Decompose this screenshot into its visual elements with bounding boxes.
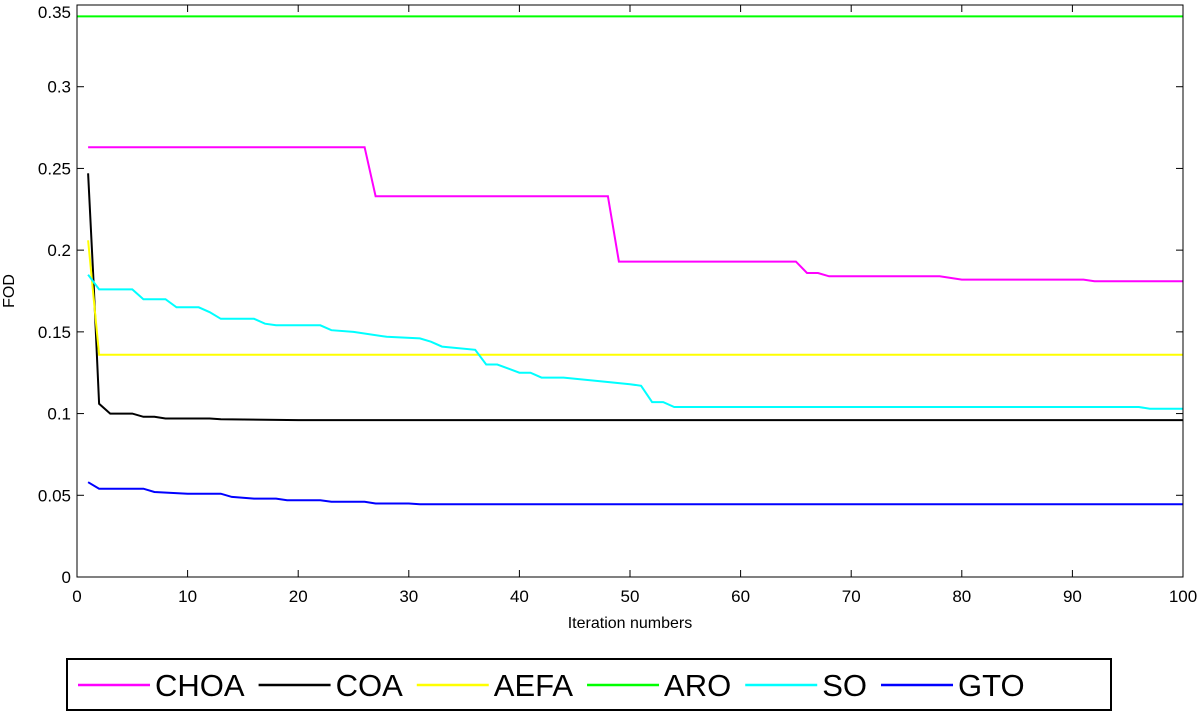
y-axis: 0 0.05 0.1 0.15 0.2 0.25 0.3 0.35	[38, 3, 1183, 587]
y-tick-label: 0.15	[38, 323, 71, 342]
x-tick-label: 0	[72, 587, 81, 606]
x-tick-label: 90	[1063, 587, 1082, 606]
y-tick-label: 0.35	[38, 3, 71, 22]
x-axis-label: Iteration numbers	[568, 615, 693, 632]
y-axis-label: FOD	[1, 274, 18, 308]
y-tick-label: 0.2	[47, 241, 71, 260]
y-tick-label: 0.1	[47, 405, 71, 424]
legend-label-aro: ARO	[664, 668, 731, 703]
y-tick-label: 0	[62, 568, 71, 587]
y-tick-label: 0.3	[47, 78, 71, 97]
y-tick-label: 0.05	[38, 486, 71, 505]
x-tick-label: 40	[510, 587, 529, 606]
x-axis: 0 10 20 30 40 50 60 70 80 90 100	[72, 5, 1197, 606]
legend-label-coa: COA	[336, 668, 404, 703]
series-line-gto	[87, 481, 1183, 506]
x-tick-label: 80	[952, 587, 971, 606]
x-tick-label: 30	[399, 587, 418, 606]
legend: CHOA COA AEFA ARO SO GTO	[66, 658, 1112, 711]
x-tick-label: 50	[621, 587, 640, 606]
legend-label-choa: CHOA	[155, 668, 245, 703]
legend-label-gto: GTO	[958, 668, 1025, 703]
x-tick-label: 10	[178, 587, 197, 606]
plot-area	[77, 15, 1183, 506]
legend-label-aefa: AEFA	[494, 668, 574, 703]
x-tick-label: 100	[1169, 587, 1197, 606]
series-line-so	[87, 274, 1183, 410]
x-tick-label: 70	[842, 587, 861, 606]
x-tick-label: 20	[289, 587, 308, 606]
x-tick-label: 60	[731, 587, 750, 606]
legend-label-so: SO	[822, 668, 867, 703]
y-tick-label: 0.25	[38, 159, 71, 178]
series-line-coa	[87, 173, 1183, 422]
series-line-choa	[88, 146, 1183, 283]
